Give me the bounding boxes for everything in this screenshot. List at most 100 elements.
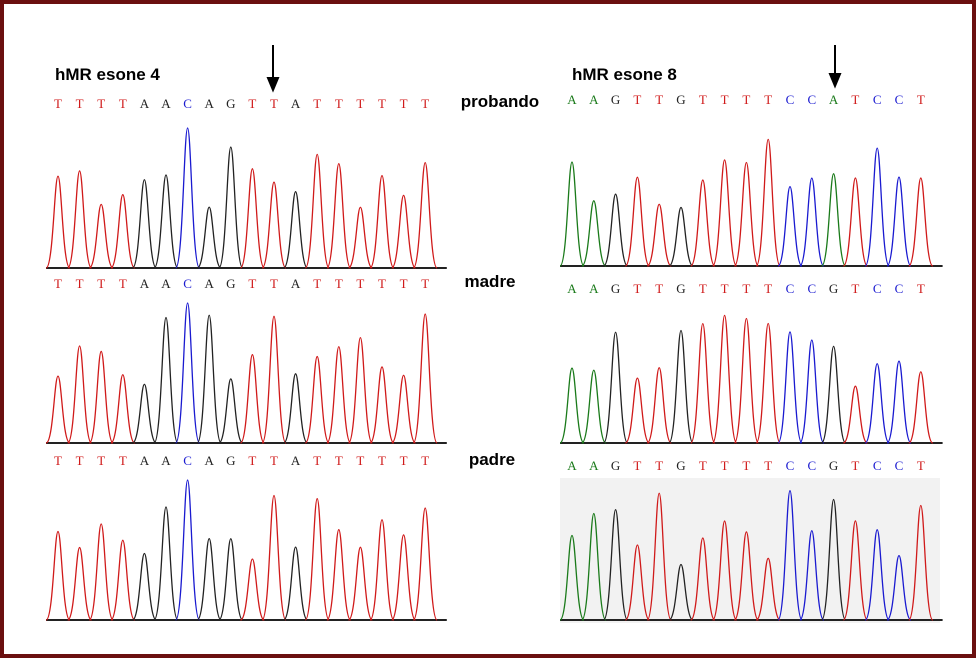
base-call: C [873, 458, 882, 473]
panel-shade [560, 478, 940, 623]
base-call: A [589, 458, 599, 473]
page: {"panels": [ {"title": "hMR esone 4", "r… [0, 0, 976, 658]
base-call: A [589, 281, 599, 296]
base-call: G [611, 281, 620, 296]
base-call: G [676, 281, 685, 296]
base-call: T [764, 92, 772, 107]
base-call: A [291, 96, 301, 111]
base-call: T [721, 281, 729, 296]
base-call: A [205, 453, 215, 468]
base-call: T [270, 276, 278, 291]
base-call: A [140, 276, 150, 291]
base-call: T [356, 276, 364, 291]
base-call: T [699, 281, 707, 296]
base-call: T [421, 276, 429, 291]
base-call: T [851, 458, 859, 473]
base-call: A [205, 276, 215, 291]
base-call: A [140, 453, 150, 468]
base-call: T [313, 276, 321, 291]
base-call: T [851, 281, 859, 296]
base-call: C [183, 276, 192, 291]
base-call: T [655, 92, 663, 107]
base-call: A [829, 92, 839, 107]
base-call: T [851, 92, 859, 107]
base-call: C [807, 92, 816, 107]
base-call: T [270, 96, 278, 111]
base-call: T [248, 453, 256, 468]
base-call: T [721, 92, 729, 107]
base-call: G [226, 276, 235, 291]
base-call: A [567, 281, 577, 296]
base-call: T [764, 281, 772, 296]
base-call: A [567, 92, 577, 107]
base-call: T [400, 453, 408, 468]
base-call: T [742, 458, 750, 473]
sample-label: padre [469, 450, 515, 469]
sample-label: madre [464, 272, 515, 291]
base-call: T [119, 276, 127, 291]
base-call: T [335, 276, 343, 291]
base-call: T [742, 92, 750, 107]
base-call: A [291, 453, 301, 468]
base-call: T [54, 453, 62, 468]
base-call: T [699, 92, 707, 107]
panel-title: hMR esone 4 [55, 65, 160, 84]
base-call: A [161, 276, 171, 291]
base-call: T [76, 96, 84, 111]
base-call: T [764, 458, 772, 473]
base-call: G [611, 458, 620, 473]
base-call: C [786, 92, 795, 107]
base-call: C [895, 281, 904, 296]
base-call: T [270, 453, 278, 468]
base-call: A [291, 276, 301, 291]
figure: hMR esone 4 hMR esone 8 probando madre p… [0, 0, 976, 658]
base-call: T [356, 96, 364, 111]
base-call: T [119, 96, 127, 111]
base-call: T [119, 453, 127, 468]
base-call: T [378, 453, 386, 468]
base-call: A [161, 453, 171, 468]
base-call: C [786, 458, 795, 473]
base-call: T [633, 92, 641, 107]
base-call: C [786, 281, 795, 296]
base-call: T [313, 453, 321, 468]
base-call: A [161, 96, 171, 111]
base-call: T [633, 458, 641, 473]
base-call: T [97, 96, 105, 111]
base-call: A [140, 96, 150, 111]
base-call: T [97, 276, 105, 291]
base-call: G [226, 453, 235, 468]
base-call: C [895, 458, 904, 473]
base-call: A [567, 458, 577, 473]
base-call: T [421, 453, 429, 468]
base-call: T [356, 453, 364, 468]
base-call: T [313, 96, 321, 111]
base-call: T [742, 281, 750, 296]
base-call: T [248, 96, 256, 111]
base-call: T [97, 453, 105, 468]
base-call: T [421, 96, 429, 111]
base-call: C [873, 281, 882, 296]
base-call: T [378, 96, 386, 111]
base-call: G [829, 458, 838, 473]
base-call: C [895, 92, 904, 107]
base-call: C [183, 96, 192, 111]
base-call: T [400, 276, 408, 291]
base-call: T [917, 458, 925, 473]
base-call: T [76, 276, 84, 291]
base-call: A [205, 96, 215, 111]
base-call: T [655, 281, 663, 296]
base-call: T [335, 96, 343, 111]
base-call: T [378, 276, 386, 291]
base-call: T [917, 281, 925, 296]
base-call: T [721, 458, 729, 473]
panel-title: hMR esone 8 [572, 65, 677, 84]
sample-label: probando [461, 92, 539, 111]
base-call: C [873, 92, 882, 107]
base-call: T [248, 276, 256, 291]
base-call: C [183, 453, 192, 468]
base-call: G [226, 96, 235, 111]
base-call: T [54, 96, 62, 111]
base-call: T [54, 276, 62, 291]
base-call: T [633, 281, 641, 296]
